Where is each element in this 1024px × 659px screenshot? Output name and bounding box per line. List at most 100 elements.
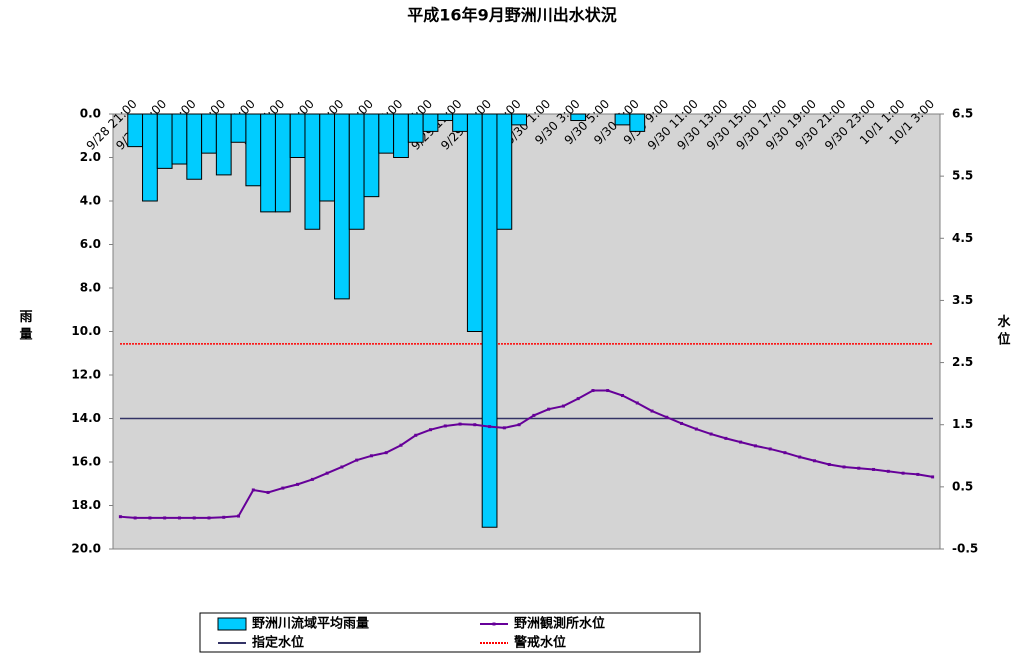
line-marker: [812, 459, 816, 463]
bar: [393, 113, 409, 158]
bar: [260, 113, 276, 213]
line-marker: [931, 475, 935, 479]
line-marker: [576, 397, 580, 401]
bar: [378, 113, 395, 154]
line-marker: [665, 415, 669, 419]
bar: [496, 113, 513, 230]
legend-swatch: [217, 617, 247, 631]
y2-tick-label: 5.5: [952, 169, 973, 183]
line-marker: [753, 444, 757, 448]
bar: [407, 113, 424, 143]
plot-area: [112, 113, 941, 550]
bar: [319, 113, 336, 202]
bar: [304, 113, 321, 230]
bar: [142, 113, 158, 202]
bar: [156, 113, 173, 169]
line-marker: [414, 433, 418, 437]
line-marker: [591, 389, 595, 393]
line-marker: [739, 440, 743, 444]
bar: [422, 113, 439, 132]
y-tick-label: 18.0: [71, 498, 101, 512]
bar: [215, 113, 232, 176]
line-marker: [443, 424, 447, 428]
line-marker: [148, 516, 152, 520]
bar: [629, 113, 646, 132]
bar: [230, 113, 247, 143]
bar: [334, 113, 350, 300]
y2-tick-label: -0.5: [952, 542, 978, 556]
line-marker: [133, 516, 137, 520]
bar: [171, 113, 188, 165]
line-marker: [207, 516, 211, 520]
line-marker: [561, 404, 565, 408]
line-marker: [429, 428, 433, 432]
line-marker: [532, 413, 536, 417]
line-marker: [842, 465, 846, 469]
line-marker: [281, 486, 285, 490]
line-marker: [768, 447, 772, 451]
y2-tick-label: 3.5: [952, 293, 973, 307]
y-tick-label: 14.0: [71, 411, 101, 425]
y-tick-label: 2.0: [80, 150, 101, 164]
line-marker: [251, 488, 255, 492]
line-marker: [886, 469, 890, 473]
bar: [466, 113, 483, 332]
line-marker: [724, 436, 728, 440]
line-marker: [650, 409, 654, 413]
line-marker: [488, 425, 492, 429]
chart-title: 平成16年9月野洲川出水状況: [407, 6, 616, 25]
line-marker: [916, 472, 920, 476]
line-marker: [827, 462, 831, 466]
bar: [511, 113, 528, 126]
line-marker: [547, 407, 551, 411]
line-marker: [310, 477, 314, 481]
line-marker: [266, 490, 270, 494]
y-tick-label: 4.0: [80, 194, 101, 208]
line-marker: [857, 466, 861, 470]
bar: [201, 113, 217, 154]
legend-label: 野洲観測所水位: [514, 616, 605, 632]
legend-label: 警戒水位: [514, 635, 566, 651]
line-marker: [118, 515, 122, 519]
y-tick-label: 0.0: [80, 107, 101, 121]
y-tick-label: 12.0: [71, 368, 101, 382]
line-marker: [709, 432, 713, 436]
line-marker: [783, 451, 787, 455]
line-marker: [177, 516, 181, 520]
y2-tick-label: 0.5: [952, 479, 973, 493]
line-marker: [237, 514, 241, 518]
line-marker: [296, 482, 300, 486]
line-marker: [384, 451, 388, 455]
legend: [199, 612, 701, 653]
y2-tick-label: 1.5: [952, 417, 973, 431]
line-marker: [798, 455, 802, 459]
bar: [289, 113, 306, 158]
bar: [614, 113, 631, 126]
bar: [437, 113, 454, 122]
line-marker: [694, 427, 698, 431]
bar: [570, 113, 587, 122]
line-marker: [399, 443, 403, 447]
line-marker: [163, 516, 167, 520]
y-tick-label: 16.0: [71, 455, 101, 469]
line-marker: [872, 467, 876, 471]
bar: [363, 113, 380, 198]
line-marker: [355, 458, 359, 462]
line-marker: [192, 516, 196, 520]
line: [120, 389, 933, 519]
y-tick-label: 10.0: [71, 324, 101, 338]
bar: [127, 113, 144, 148]
line-marker: [517, 423, 521, 427]
y2-tick-label: 2.5: [952, 355, 973, 369]
line-marker: [340, 465, 344, 469]
bar: [186, 113, 203, 180]
bar: [245, 113, 262, 187]
line-marker: [502, 426, 506, 430]
line-marker: [635, 401, 639, 405]
y2-tick-label: 4.5: [952, 231, 973, 245]
line-marker: [680, 421, 684, 425]
line-marker: [369, 454, 373, 458]
line-marker: [606, 389, 610, 393]
legend-marker: [492, 622, 496, 626]
